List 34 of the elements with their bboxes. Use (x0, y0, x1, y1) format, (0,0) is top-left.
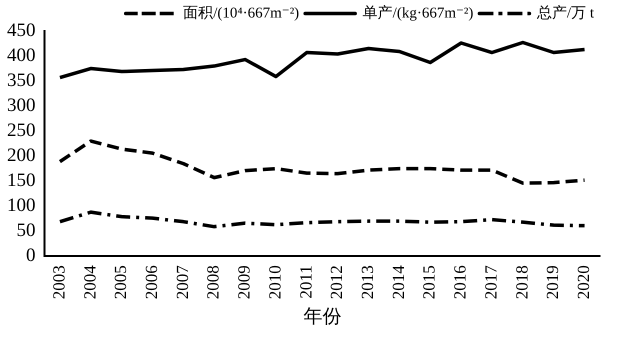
x-tick-label: 2020 (574, 265, 594, 300)
x-tick-label: 2012 (327, 265, 346, 300)
x-tick-label: 2007 (172, 264, 192, 300)
line-series (58, 139, 586, 185)
y-tick-label: 350 (7, 70, 36, 92)
y-tick-label: 400 (7, 45, 36, 66)
x-tick-label: 2017 (481, 264, 500, 300)
y-tick-label: 50 (16, 220, 36, 242)
x-tick-label: 2003 (49, 265, 68, 300)
x-tick-label: 2014 (388, 264, 408, 300)
x-tick-label: 2013 (358, 265, 378, 300)
legend-label: 面积/(10⁴·667m⁻²) (183, 5, 300, 22)
y-tick-label: 100 (7, 195, 36, 216)
x-tick-label: 2008 (204, 265, 223, 300)
x-tick-label: 2009 (234, 265, 254, 300)
x-tick-label: 2019 (543, 265, 562, 300)
x-tick-label: 2016 (450, 265, 470, 300)
x-tick-label: 2005 (111, 265, 130, 300)
y-tick-label: 250 (7, 120, 36, 142)
x-tick-label: 2011 (296, 265, 316, 299)
x-tick-label: 2006 (142, 265, 161, 300)
y-tick-label: 150 (7, 170, 36, 192)
x-tick-label: 2004 (80, 264, 100, 300)
y-tick-label: 0 (26, 245, 36, 266)
y-tick-label: 200 (7, 145, 36, 166)
x-tick-label: 2015 (420, 265, 439, 300)
legend-label: 单产/(kg·667m⁻²) (362, 4, 474, 22)
y-tick-label: 450 (7, 20, 36, 41)
x-tick-label: 2018 (512, 265, 532, 300)
x-tick-label: 2010 (265, 265, 284, 300)
x-axis-title: 年份 (303, 306, 342, 328)
line-series (58, 210, 586, 228)
y-tick-label: 300 (7, 95, 36, 116)
legend-label: 总产/万 t (536, 4, 595, 22)
